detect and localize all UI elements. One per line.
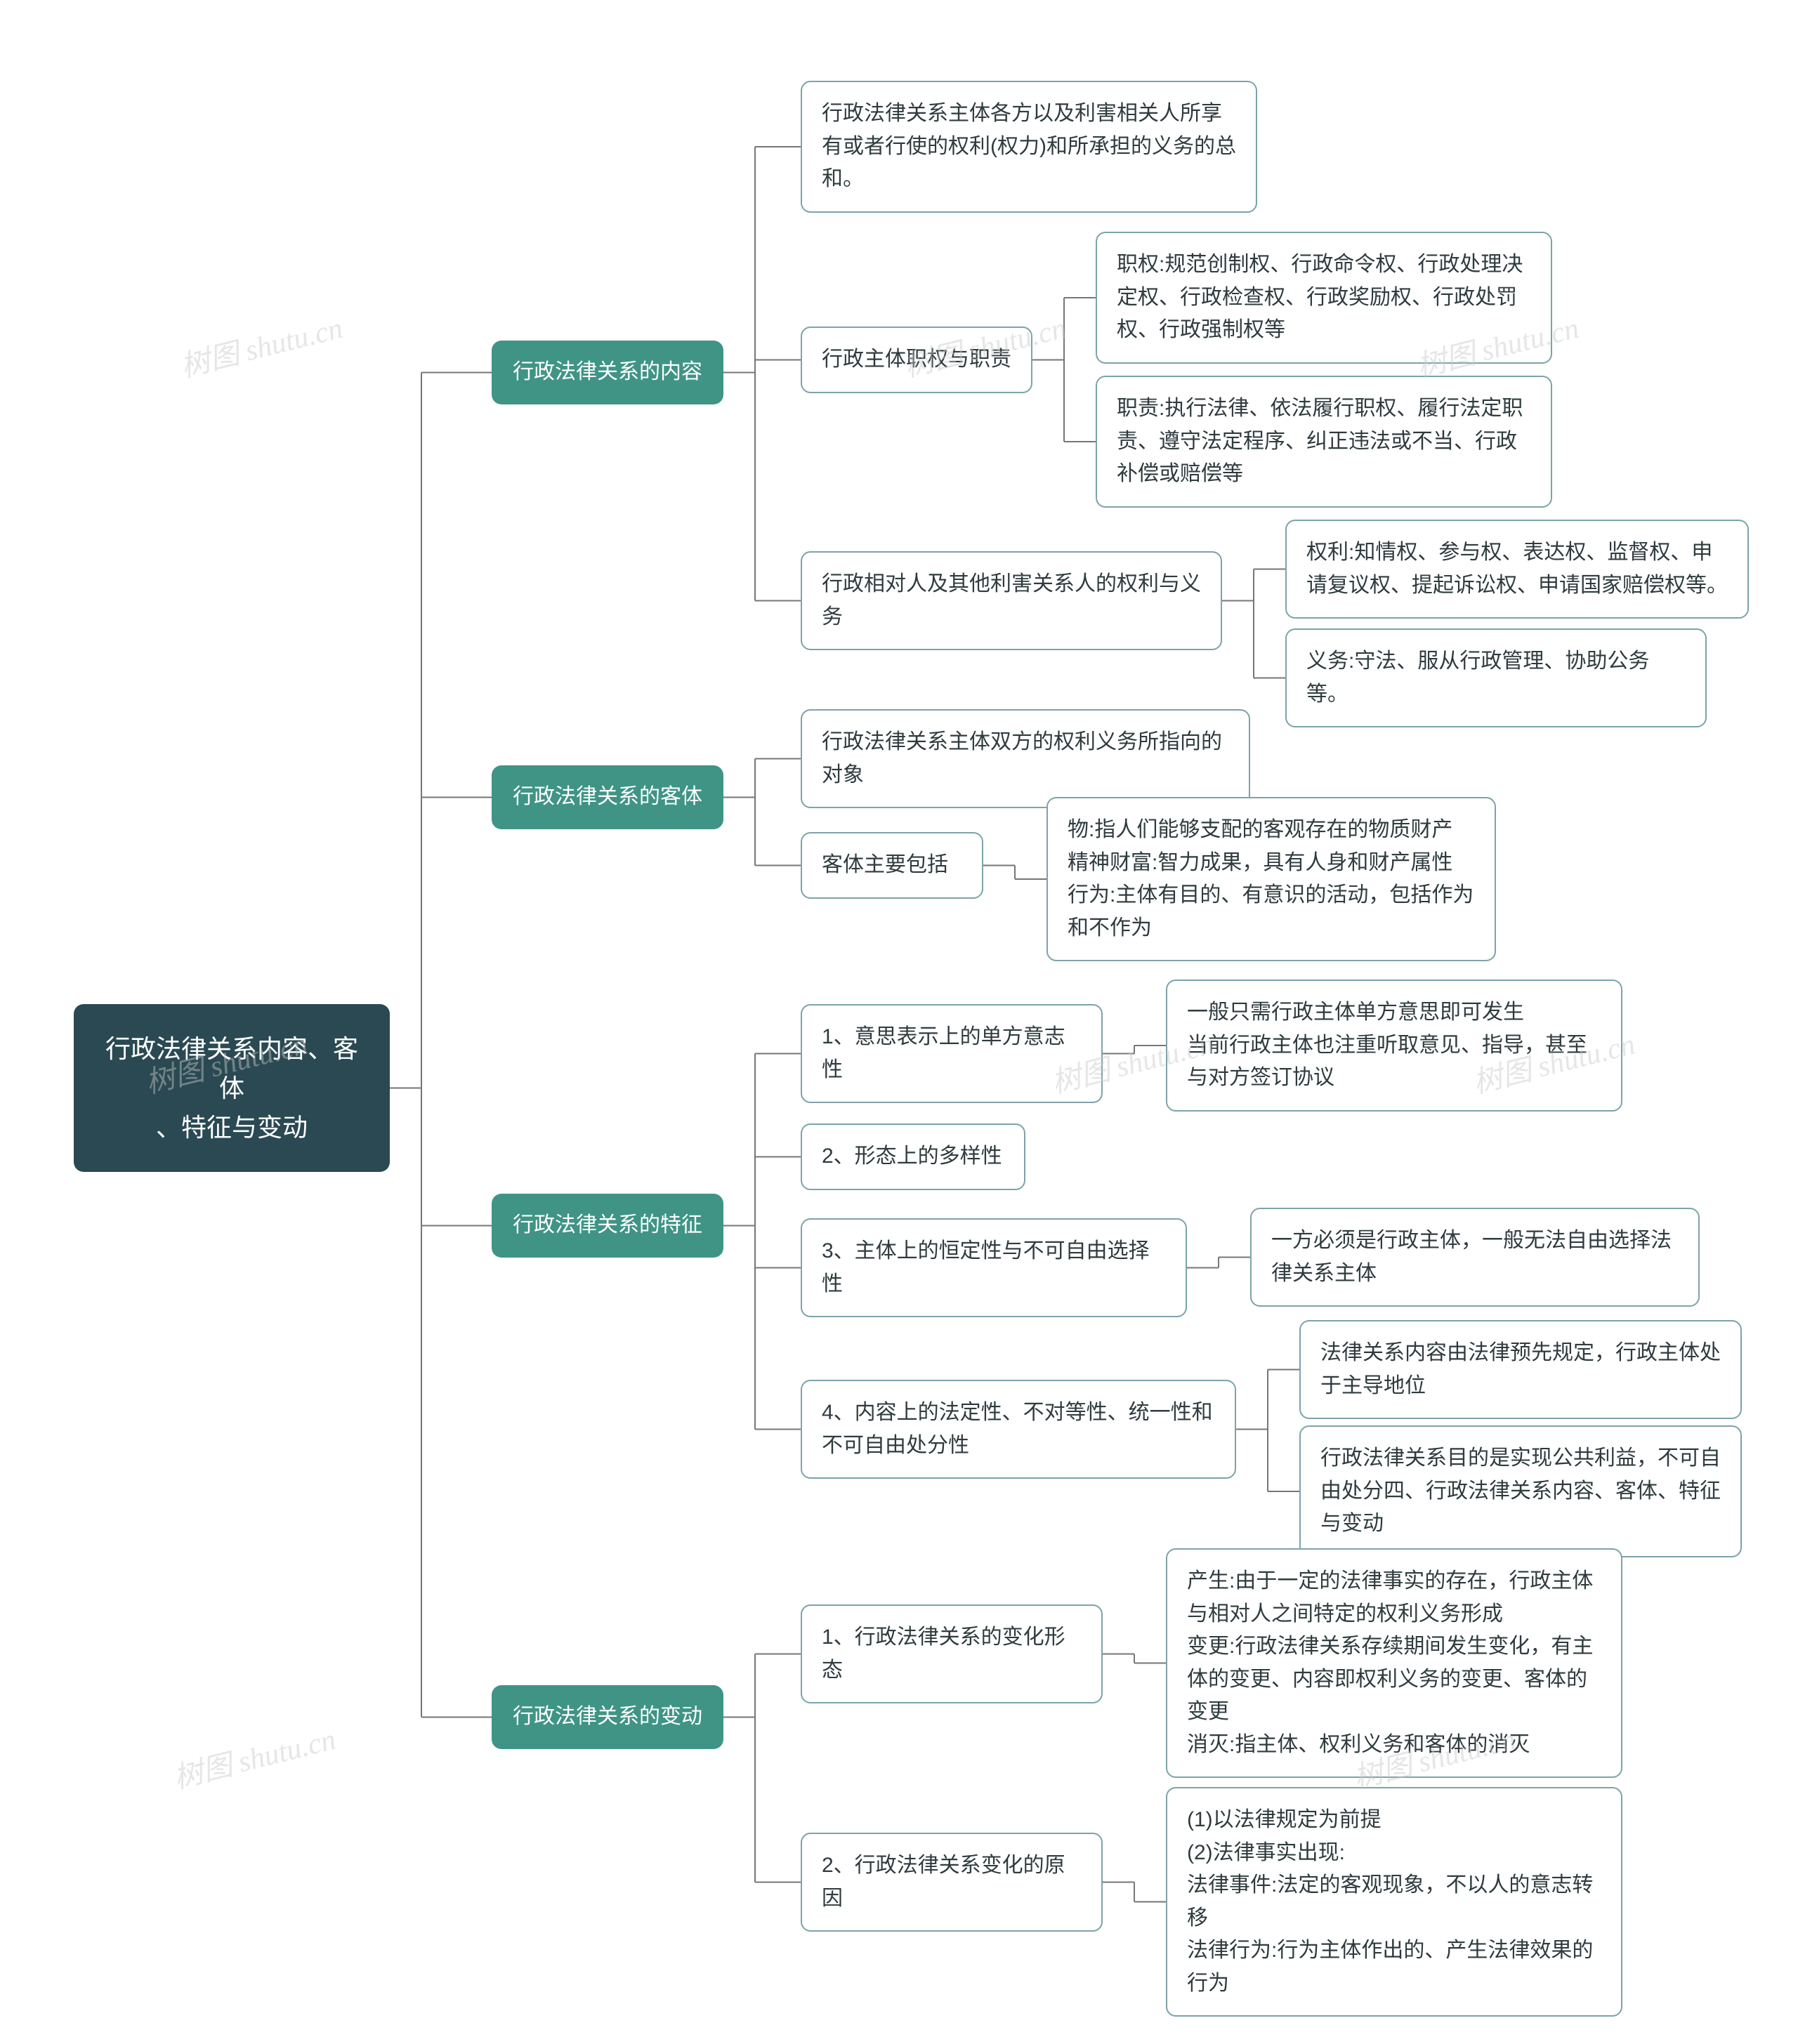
node-b1b2: 职责:执行法律、依法履行职权、履行法定职责、遵守法定程序、纠正违法或不当、行政补… [1096,376,1552,508]
node-b3c: 3、主体上的恒定性与不可自由选择性 [801,1218,1187,1317]
watermark: 树图 shutu.cn [169,1715,339,1797]
node-b1: 行政法律关系的内容 [492,341,723,404]
node-b4a: 1、行政法律关系的变化形态 [801,1604,1103,1703]
node-b2b1: 物:指人们能够支配的客观存在的物质财产 精神财富:智力成果，具有人身和财产属性 … [1046,797,1496,961]
node-b2b: 客体主要包括 [801,832,983,899]
node-b3a: 1、意思表示上的单方意志性 [801,1004,1103,1103]
node-b2: 行政法律关系的客体 [492,765,723,829]
node-b3c1: 一方必须是行政主体，一般无法自由选择法律关系主体 [1250,1208,1700,1307]
node-b3d: 4、内容上的法定性、不对等性、统一性和不可自由处分性 [801,1380,1236,1479]
node-b4b1: (1)以法律规定为前提 (2)法律事实出现: 法律事件:法定的客观现象，不以人的… [1166,1787,1622,2017]
mindmap-canvas: 行政法律关系内容、客体 、特征与变动行政法律关系的内容行政法律关系的客体行政法律… [0,0,1798,2044]
node-b1a: 行政法律关系主体各方以及利害相关人所享有或者行使的权利(权力)和所承担的义务的总… [801,81,1257,213]
node-b1b1: 职权:规范创制权、行政命令权、行政处理决定权、行政检查权、行政奖励权、行政处罚权… [1096,232,1552,364]
node-b4: 行政法律关系的变动 [492,1685,723,1749]
node-b3: 行政法律关系的特征 [492,1194,723,1258]
node-b1c1: 权利:知情权、参与权、表达权、监督权、申请复议权、提起诉讼权、申请国家赔偿权等。 [1285,520,1749,619]
node-b1c: 行政相对人及其他利害关系人的权利与义务 [801,551,1222,650]
node-b2a: 行政法律关系主体双方的权利义务所指向的对象 [801,709,1250,808]
node-root: 行政法律关系内容、客体 、特征与变动 [74,1004,390,1172]
node-b3d1: 法律关系内容由法律预先规定，行政主体处于主导地位 [1299,1320,1742,1419]
node-b4a1: 产生:由于一定的法律事实的存在，行政主体与相对人之间特定的权利义务形成 变更:行… [1166,1548,1622,1778]
node-b3d2: 行政法律关系目的是实现公共利益，不可自由处分四、行政法律关系内容、客体、特征与变… [1299,1425,1742,1557]
node-b1c2: 义务:守法、服从行政管理、协助公务等。 [1285,628,1707,727]
node-b1b: 行政主体职权与职责 [801,327,1032,393]
node-b3a1: 一般只需行政主体单方意思即可发生 当前行政主体也注重听取意见、指导，甚至与对方签… [1166,980,1622,1112]
watermark: 树图 shutu.cn [176,304,346,385]
node-b4b: 2、行政法律关系变化的原因 [801,1833,1103,1932]
node-b3b: 2、形态上的多样性 [801,1123,1025,1190]
